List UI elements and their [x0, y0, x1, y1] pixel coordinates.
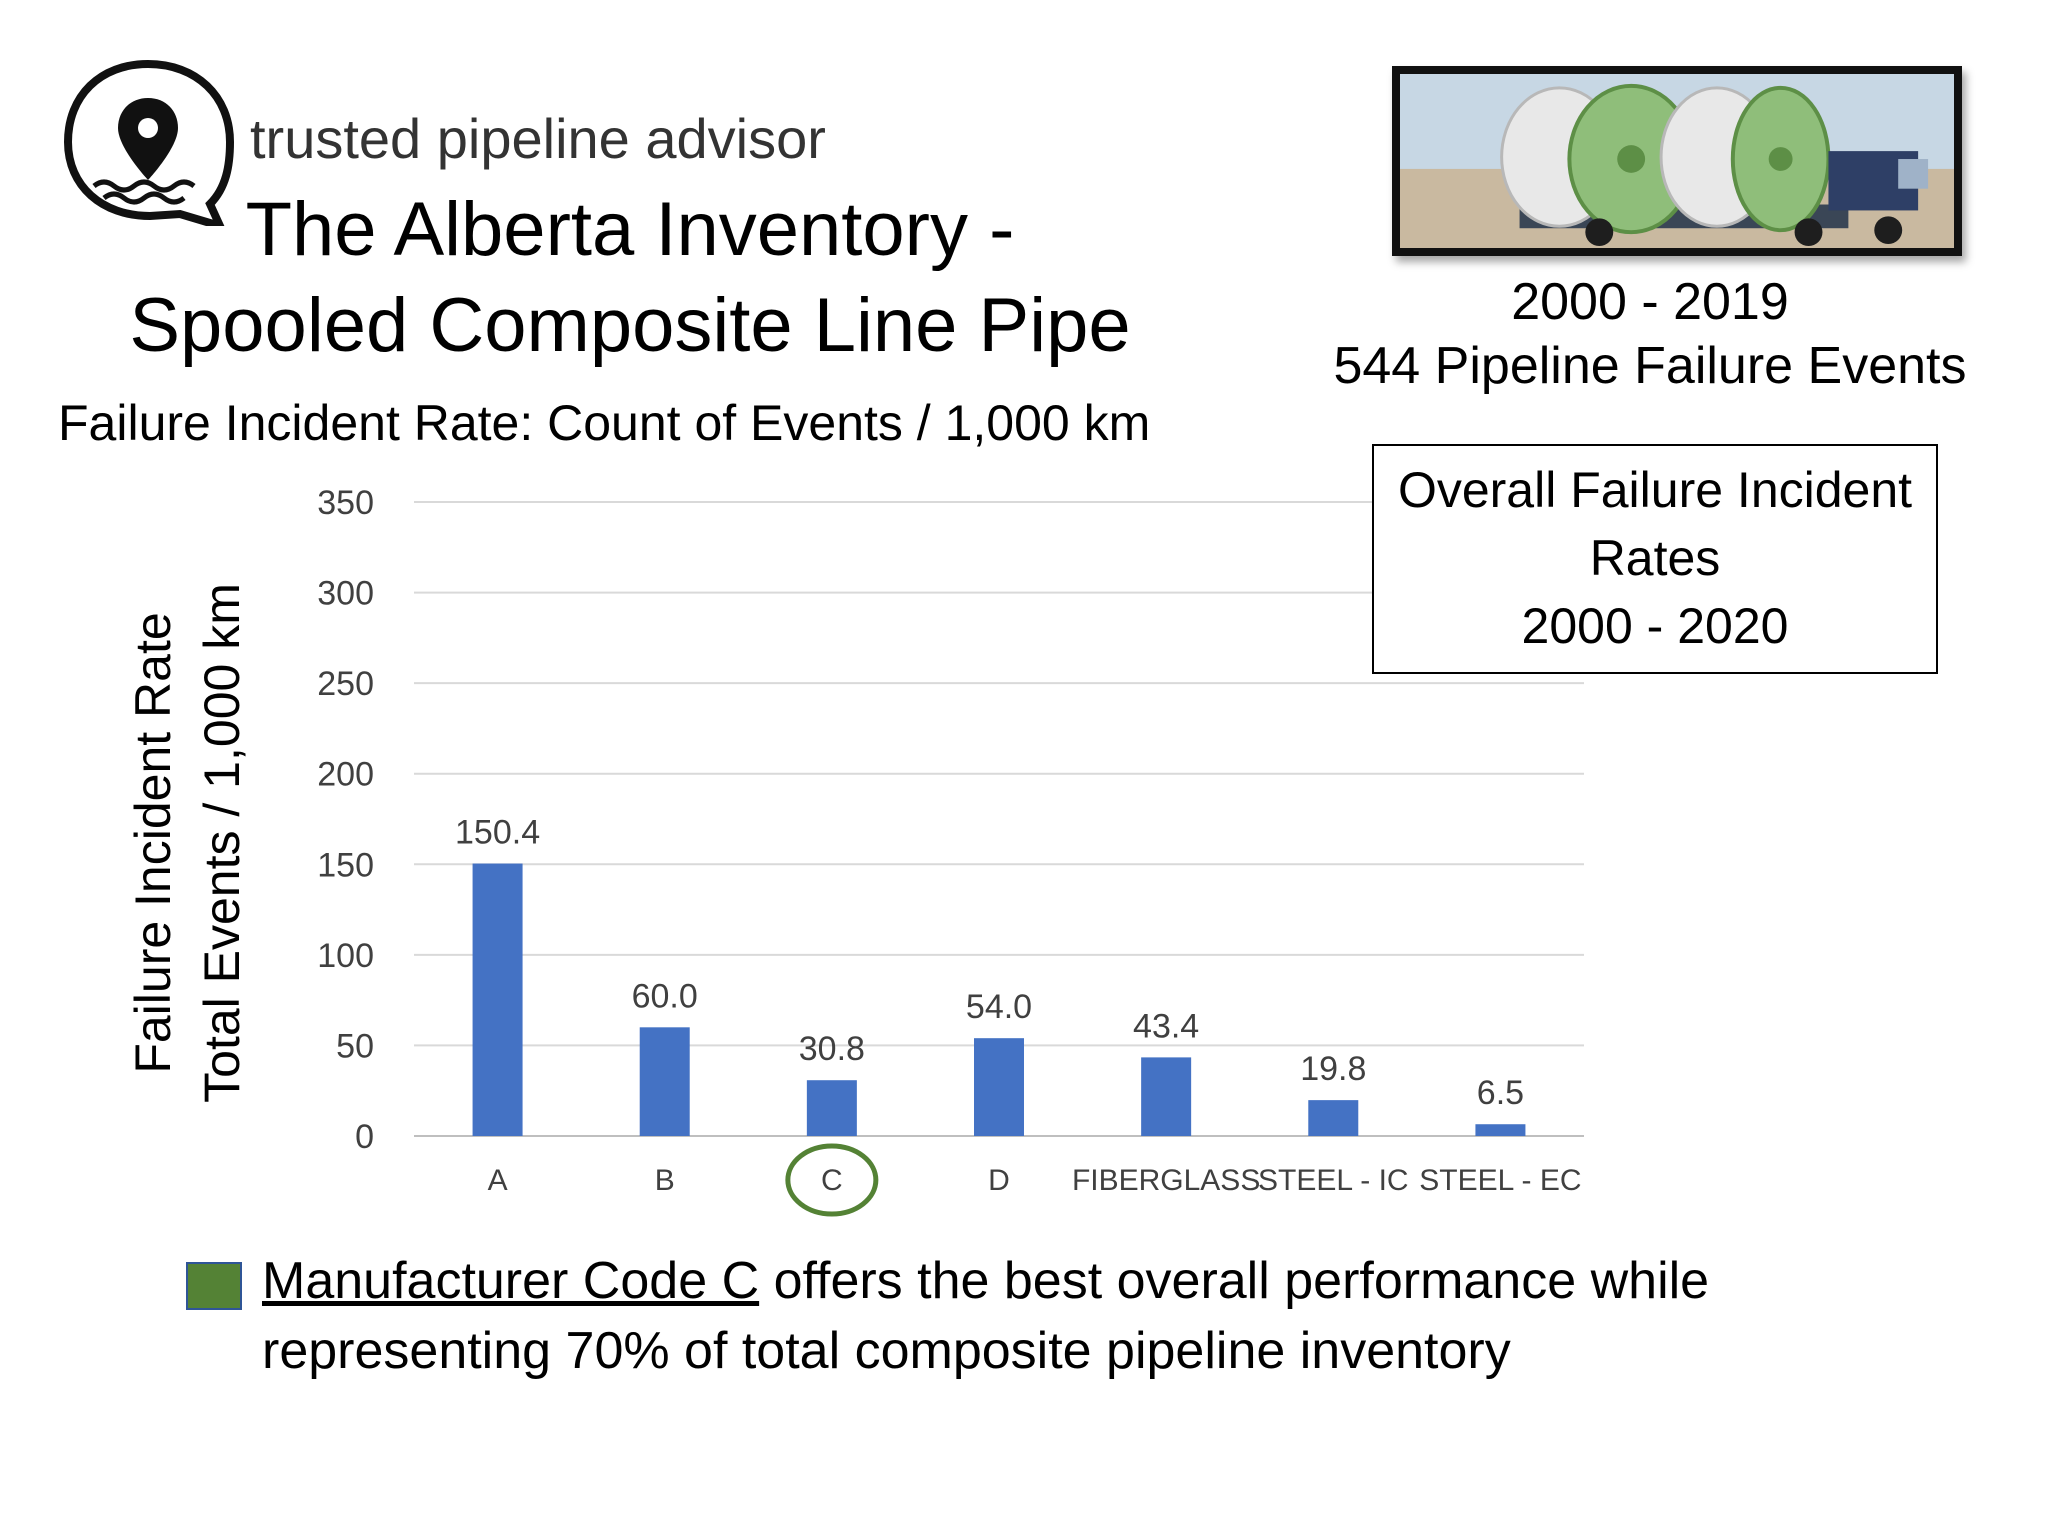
bar — [1475, 1124, 1526, 1136]
bar-value-label: 150.4 — [455, 814, 540, 852]
period-label: 2000 - 2019 — [1511, 273, 1789, 331]
y-tick-label: 100 — [317, 937, 374, 975]
x-tick-label: STEEL - EC — [1419, 1164, 1581, 1197]
y-axis-label-line-1: Failure Incident Rate — [125, 612, 181, 1074]
x-tick-label: B — [655, 1164, 675, 1197]
overall-box-line-2: Rates — [1589, 530, 1721, 586]
pipe-spool-illustration — [1400, 74, 1954, 248]
y-tick-label: 300 — [317, 575, 374, 613]
location-chat-logo-icon — [63, 59, 235, 226]
overall-box-line-3: 2000 - 2020 — [1521, 598, 1789, 654]
y-axis-label-line-2: Total Events / 1,000 km — [194, 583, 250, 1103]
y-tick-label: 0 — [355, 1118, 374, 1156]
bar-value-label: 6.5 — [1477, 1074, 1524, 1112]
y-tick-label: 250 — [317, 665, 374, 703]
page-subtitle: Failure Incident Rate: Count of Events /… — [58, 395, 1151, 451]
conclusion-note-text: offers the best overall performance whil… — [262, 1252, 1710, 1380]
y-tick-label: 200 — [317, 756, 374, 794]
manufacturer-code-c-link: Manufacturer Code C — [262, 1252, 760, 1310]
bar — [806, 1080, 857, 1136]
bar-value-label: 54.0 — [966, 988, 1032, 1026]
x-tick-label: STEEL - IC — [1258, 1164, 1409, 1197]
x-tick-label: D — [988, 1164, 1010, 1197]
page-title-line-1: The Alberta Inventory - — [245, 187, 1015, 272]
events-count-label: 544 Pipeline Failure Events — [1333, 337, 1967, 395]
y-tick-label: 50 — [336, 1027, 374, 1065]
bar — [472, 863, 523, 1136]
overall-box-line-1: Overall Failure Incident — [1397, 462, 1913, 518]
x-tick-label: C — [821, 1164, 843, 1197]
bar — [974, 1038, 1024, 1136]
x-tick-label: A — [488, 1164, 508, 1197]
y-tick-label: 350 — [317, 484, 374, 522]
highlight-circle — [785, 1143, 879, 1217]
conclusion-note: Manufacturer Code C offers the best over… — [262, 1246, 2002, 1386]
pipe-spool-photo — [1392, 66, 1962, 256]
x-tick-label: FIBERGLASS — [1072, 1164, 1260, 1197]
bar — [639, 1027, 690, 1136]
bar-value-label: 19.8 — [1300, 1050, 1366, 1088]
overall-rates-box: Overall Failure Incident Rates 2000 - 20… — [1372, 444, 1938, 674]
bar — [1308, 1100, 1359, 1136]
bar-value-label: 60.0 — [632, 977, 698, 1015]
y-tick-label: 150 — [317, 846, 374, 884]
bar — [1141, 1057, 1192, 1136]
bar-value-label: 43.4 — [1133, 1007, 1199, 1045]
page-title-line-2: Spooled Composite Line Pipe — [129, 283, 1131, 368]
bar-value-label: 30.8 — [799, 1030, 865, 1068]
brand-name: trusted pipeline advisor — [250, 107, 826, 170]
legend-swatch — [186, 1262, 242, 1310]
